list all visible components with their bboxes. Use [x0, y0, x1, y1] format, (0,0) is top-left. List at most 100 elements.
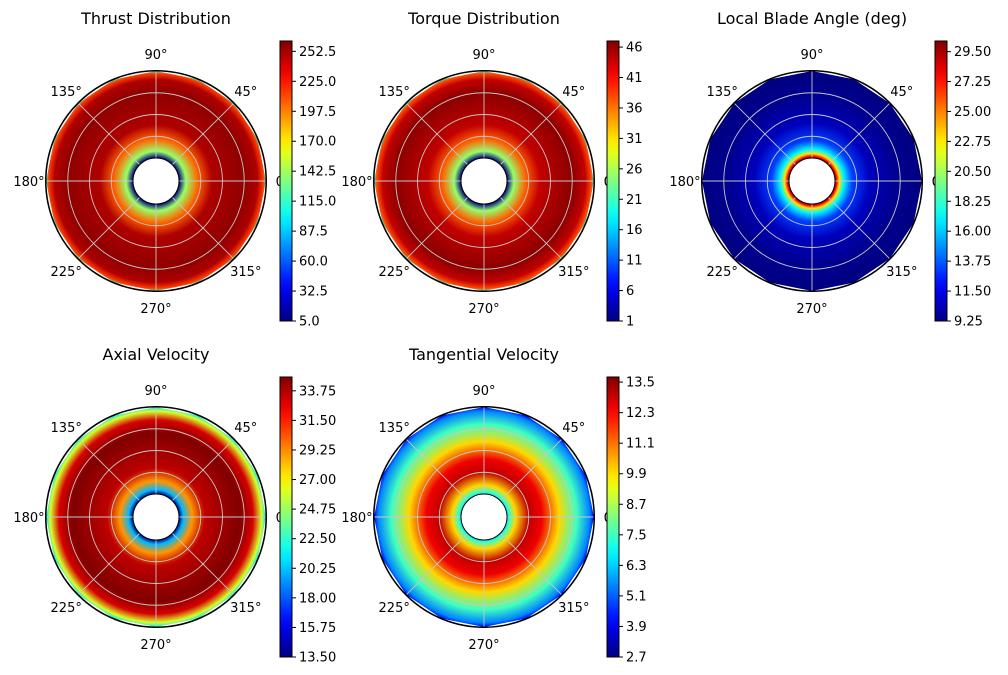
colorbar-tick-label: 15.75	[299, 621, 336, 636]
colorbar-tick-label: 31.50	[299, 414, 336, 429]
colorbar-tick-label: 115.0	[299, 195, 336, 210]
colorbar-tick-label: 13.50	[299, 651, 336, 666]
angular-gridline	[733, 196, 797, 260]
colorbar-tick-label: 46	[626, 41, 643, 56]
colorbar-gradient	[279, 376, 293, 658]
angle-tick-label: 270°	[468, 638, 499, 653]
colorbar-tick-label: 5.1	[626, 589, 647, 604]
colorbar-gradient	[279, 40, 293, 322]
angle-tick-label: 45°	[234, 85, 257, 100]
colorbar-tick-label: 1	[626, 315, 634, 330]
polar-spine	[701, 70, 923, 292]
hub-hole	[460, 157, 508, 205]
colorbar-tick-label: 20.50	[954, 165, 991, 180]
colorbar-tick-label: 36	[626, 102, 643, 117]
colorbar-tick-label: 16	[626, 223, 643, 238]
polar-spine	[373, 70, 595, 292]
angular-gridline	[499, 532, 563, 596]
angle-tick-label: 180°	[341, 175, 372, 190]
angular-gridline	[77, 196, 141, 260]
angle-tick-label: 225°	[51, 601, 82, 616]
polar-spine	[45, 406, 267, 628]
colorbar-tick-label: 11.50	[954, 285, 991, 300]
colorbar-tick-label: 18.25	[954, 195, 991, 210]
angular-gridline	[405, 532, 469, 596]
colorbar-tick-label: 87.5	[299, 225, 328, 240]
angle-tick-label: 90°	[800, 48, 823, 63]
colorbar-tick-label: 197.5	[299, 105, 336, 120]
colorbar-tick-label: 6	[626, 284, 634, 299]
angle-tick-label: 135°	[51, 85, 82, 100]
angle-tick-label: 270°	[468, 302, 499, 317]
colorbar-tick-label: 5.0	[299, 315, 320, 330]
colorbar-tick-label: 16.00	[954, 225, 991, 240]
panel-title: Local Blade Angle (deg)	[717, 9, 907, 28]
colorbar-tick-label: 22.50	[299, 532, 336, 547]
angular-gridline	[827, 102, 891, 166]
angle-tick-label: 225°	[707, 265, 738, 280]
colorbar: 9.25 11.50 13.75 16.00 18.25 20.50 22.75 25.00 2…	[934, 40, 991, 330]
colorbar-tick-label: 21	[626, 193, 643, 208]
angular-gridline	[77, 532, 141, 596]
colorbar-tick-label: 27.25	[954, 75, 991, 90]
panel-title: Axial Velocity	[103, 345, 210, 364]
angle-tick-label: 180°	[13, 511, 44, 526]
colorbar-tick-label: 11.1	[626, 437, 655, 452]
colorbar-tick-label: 142.5	[299, 165, 336, 180]
angle-tick-label: 45°	[562, 85, 585, 100]
angular-gridline	[405, 438, 469, 502]
polar-panel-2: Torque Distribution0°45°90°135°180°225°2…	[341, 9, 642, 330]
colorbar: 2.7 3.9 5.1 6.3 7.5 8.7 9.9 11.1 12.3 13.5	[606, 376, 655, 666]
angle-tick-label: 270°	[140, 638, 171, 653]
colorbar-tick-label: 6.3	[626, 559, 647, 574]
angular-gridline	[171, 196, 235, 260]
polar-panel-5: Tangential Velocity0°45°90°135°180°225°2…	[341, 345, 655, 666]
polar-spine	[45, 70, 267, 292]
colorbar-tick-label: 7.5	[626, 528, 647, 543]
angular-gridline	[171, 532, 235, 596]
angle-tick-label: 135°	[379, 85, 410, 100]
colorbar-tick-label: 13.75	[954, 255, 991, 270]
angle-tick-label: 270°	[796, 302, 827, 317]
polar-panel-1: Thrust Distribution0°45°90°135°180°225°2…	[13, 9, 336, 330]
colorbar-tick-label: 60.0	[299, 255, 328, 270]
angular-gridline	[171, 438, 235, 502]
colorbar-gradient	[606, 40, 620, 322]
angle-tick-label: 135°	[379, 421, 410, 436]
angle-tick-label: 90°	[472, 384, 495, 399]
angular-gridline	[171, 102, 235, 166]
colorbar-tick-label: 252.5	[299, 45, 336, 60]
angle-tick-label: 135°	[707, 85, 738, 100]
colorbar-tick-label: 13.5	[626, 376, 655, 391]
colorbar-tick-label: 12.3	[626, 406, 655, 421]
hub-hole	[132, 493, 180, 541]
angle-tick-label: 45°	[890, 85, 913, 100]
colorbar-tick-label: 8.7	[626, 498, 647, 513]
angle-tick-label: 180°	[341, 511, 372, 526]
angular-gridline	[77, 438, 141, 502]
angular-gridline	[733, 102, 797, 166]
panel-title: Tangential Velocity	[408, 345, 559, 364]
angle-tick-label: 225°	[379, 601, 410, 616]
angle-tick-label: 225°	[51, 265, 82, 280]
angle-tick-label: 45°	[562, 421, 585, 436]
colorbar-tick-label: 41	[626, 71, 643, 86]
colorbar-tick-label: 9.9	[626, 467, 647, 482]
colorbar-tick-label: 18.00	[299, 591, 336, 606]
angle-tick-label: 315°	[230, 601, 261, 616]
polar-spine	[373, 406, 595, 628]
panel-title: Torque Distribution	[407, 9, 560, 28]
angular-gridline	[405, 102, 469, 166]
colorbar-tick-label: 29.25	[299, 444, 336, 459]
hub-hole	[788, 157, 836, 205]
hub-hole	[132, 157, 180, 205]
angular-gridline	[499, 438, 563, 502]
colorbar-tick-label: 225.0	[299, 75, 336, 90]
angle-tick-label: 180°	[13, 175, 44, 190]
colorbar-tick-label: 33.75	[299, 384, 336, 399]
angle-tick-label: 90°	[144, 384, 167, 399]
angle-tick-label: 180°	[669, 175, 700, 190]
angle-tick-label: 90°	[472, 48, 495, 63]
colorbar-tick-label: 22.75	[954, 135, 991, 150]
